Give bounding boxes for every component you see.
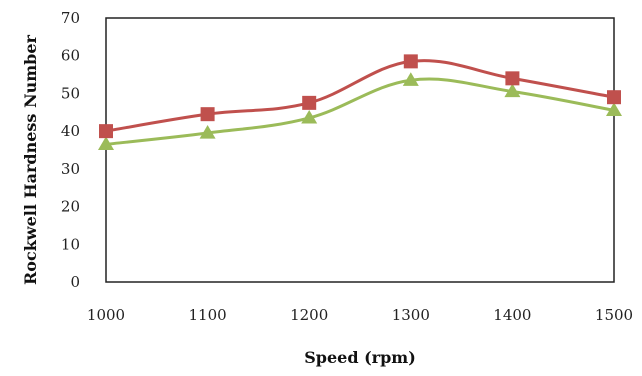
- y-tick-label: 30: [61, 160, 80, 178]
- series-line: [105, 77, 615, 146]
- x-tick-label: 1000: [87, 306, 125, 324]
- triangle-marker: [301, 109, 318, 124]
- series-square: [99, 54, 621, 139]
- x-tick-label: 1200: [290, 306, 328, 324]
- series-line: [105, 59, 615, 133]
- square-marker: [200, 107, 215, 122]
- y-tick-label: 0: [70, 273, 80, 291]
- y-axis-title: Rockwell Hardness Number: [21, 34, 40, 285]
- y-tick-label: 60: [61, 47, 80, 65]
- square-marker: [302, 95, 317, 110]
- plot-area: [105, 17, 615, 283]
- tick-labels: 0 10 20 30 40 50 60 70 1000 1100 1200 1300 1400 1500: [61, 9, 633, 324]
- x-tick-label: 1300: [392, 306, 430, 324]
- y-tick-label: 10: [61, 235, 80, 253]
- y-tick-label: 40: [61, 122, 80, 140]
- triangle-marker: [504, 83, 521, 98]
- y-tick-label: 70: [61, 9, 80, 27]
- square-marker: [403, 54, 418, 69]
- square-marker: [505, 71, 520, 86]
- series-layer: [98, 54, 622, 150]
- x-tick-label: 1400: [493, 306, 531, 324]
- square-marker: [99, 124, 113, 139]
- x-tick-label: 1100: [189, 306, 227, 324]
- square-marker: [607, 90, 621, 105]
- x-tick-label: 1500: [595, 306, 633, 324]
- triangle-marker: [606, 102, 622, 116]
- y-tick-label: 20: [61, 198, 80, 216]
- x-axis-title: Speed (rpm): [304, 348, 416, 367]
- triangle-marker: [402, 72, 419, 86]
- triangle-marker: [98, 136, 114, 150]
- series-triangle: [98, 72, 622, 150]
- triangle-marker: [199, 125, 216, 139]
- y-tick-label: 50: [61, 84, 80, 102]
